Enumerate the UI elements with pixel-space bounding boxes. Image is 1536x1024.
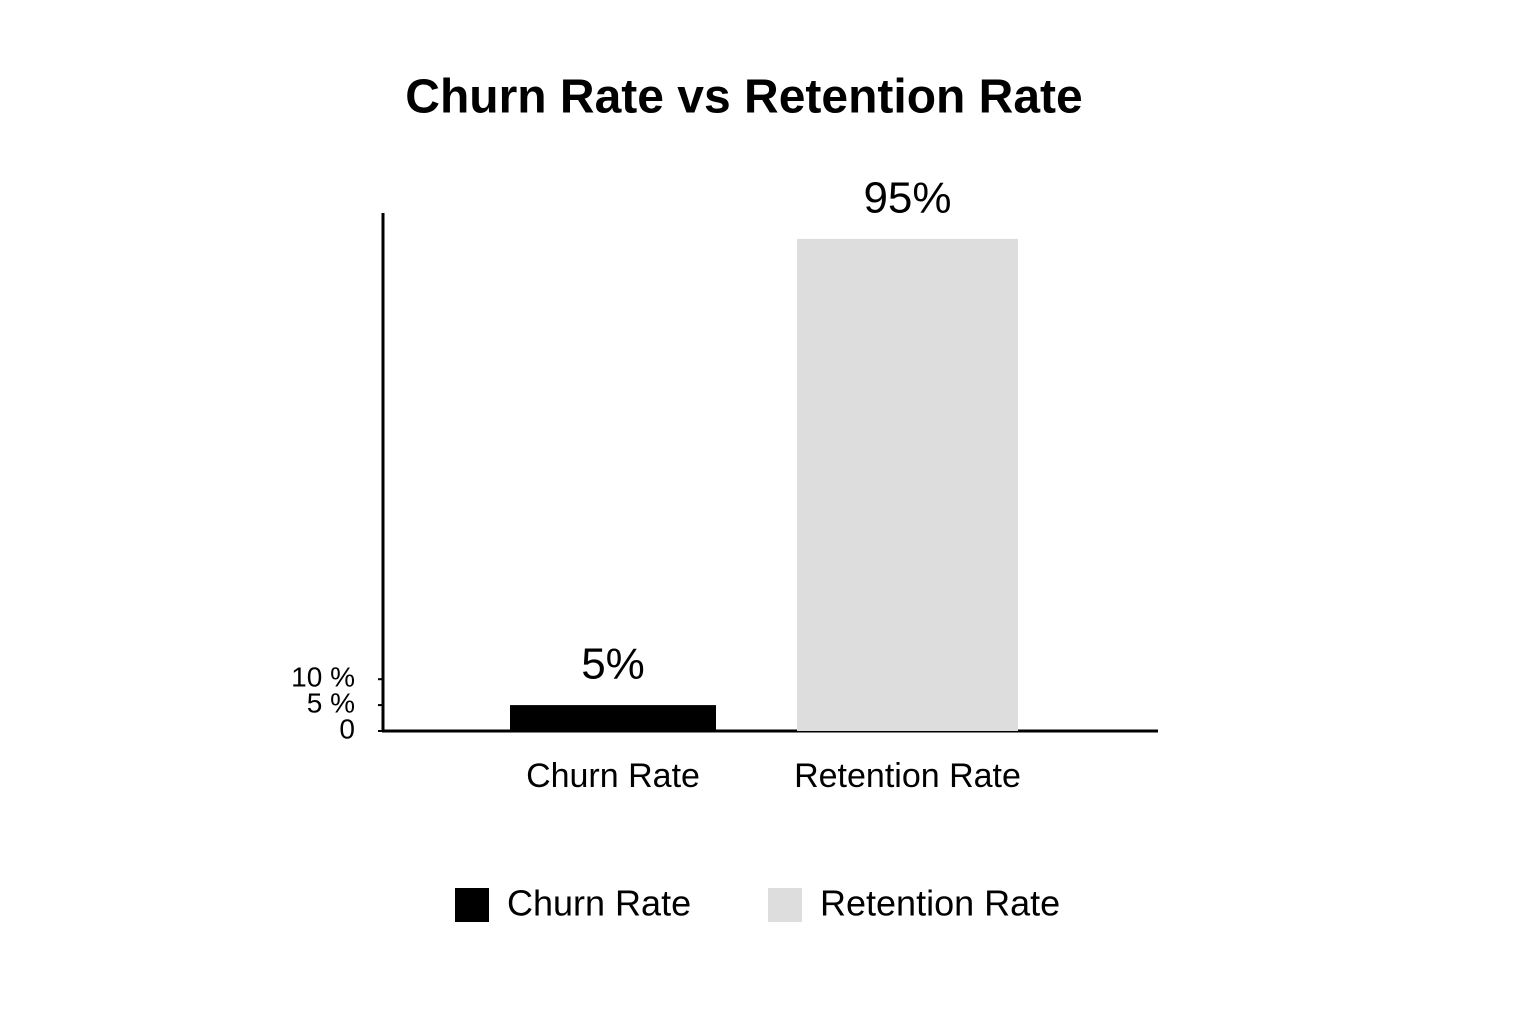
legend-label: Retention Rate	[820, 883, 1060, 924]
y-tick-label: 5 %	[307, 687, 355, 718]
value-label: 95%	[863, 174, 951, 223]
y-tick-label: 0	[339, 713, 355, 744]
x-tick-label: Churn Rate	[526, 757, 700, 795]
chart-title: Churn Rate vs Retention Rate	[405, 71, 1082, 124]
x-tick-label: Retention Rate	[794, 757, 1021, 795]
value-label: 5%	[581, 640, 645, 689]
legend-swatch	[455, 888, 489, 922]
legend-swatch	[768, 888, 802, 922]
bar	[510, 705, 716, 731]
y-tick-label: 10 %	[291, 662, 355, 693]
bar	[797, 238, 1018, 731]
legend-label: Churn Rate	[507, 883, 691, 924]
